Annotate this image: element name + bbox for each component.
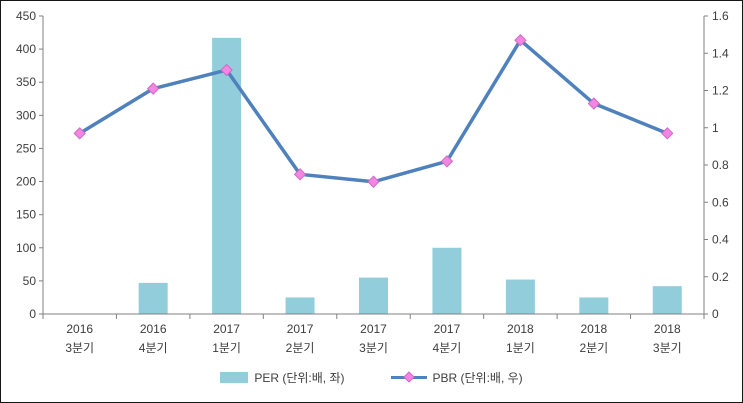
right-axis-tick-label: 0.8 — [712, 158, 729, 172]
x-category-label-year: 2018 — [654, 322, 681, 336]
bar-per-6 — [505, 279, 535, 314]
left-axis-tick-label: 450 — [16, 9, 36, 23]
x-category-label-quarter: 3분기 — [359, 341, 388, 355]
legend-item-pbr: PBR (단위:배, 우) — [390, 369, 523, 386]
pbr-marker-3 — [293, 168, 307, 181]
right-axis-tick-label: 1 — [712, 121, 719, 135]
right-axis-tick-label: 0 — [712, 307, 719, 321]
bar-per-2 — [212, 37, 242, 314]
left-axis-tick-label: 250 — [16, 141, 36, 155]
x-category-label-quarter: 4분기 — [139, 341, 168, 355]
pbr-marker-1 — [146, 82, 160, 95]
x-category-label-year: 2017 — [360, 322, 387, 336]
pbr-marker-5 — [440, 155, 454, 168]
x-category-label-quarter: 2분기 — [286, 341, 315, 355]
right-axis-tick-label: 1.6 — [712, 9, 729, 23]
left-axis-tick-label: 350 — [16, 75, 36, 89]
left-axis-tick-label: 300 — [16, 108, 36, 122]
x-category-label-year: 2018 — [580, 322, 607, 336]
right-axis-tick-label: 1.2 — [712, 84, 729, 98]
left-axis-tick-label: 150 — [16, 208, 36, 222]
legend-label-pbr: PBR (단위:배, 우) — [432, 371, 523, 385]
bar-per-3 — [285, 297, 315, 314]
left-axis-tick-label: 400 — [16, 42, 36, 56]
bar-per-5 — [432, 247, 462, 314]
x-category-label-quarter: 3분기 — [65, 341, 94, 355]
pbr-marker-8 — [661, 127, 674, 140]
x-category-label-year: 2017 — [287, 322, 314, 336]
pbr-marker-6 — [514, 34, 527, 47]
pbr-line-swatch — [390, 371, 427, 383]
x-category-label-year: 2017 — [434, 322, 461, 336]
x-category-label-quarter: 1분기 — [212, 341, 241, 355]
per-bar-swatch — [220, 372, 249, 383]
x-category-label-year: 2017 — [213, 322, 240, 336]
left-axis-tick-label: 100 — [16, 241, 36, 255]
right-axis-tick-label: 0.2 — [712, 270, 729, 284]
legend-label-per: PER (단위:배, 좌) — [254, 371, 345, 385]
pbr-diamond-icon — [402, 371, 415, 383]
x-category-label-quarter: 2분기 — [579, 341, 608, 355]
right-axis-tick-label: 0.4 — [712, 233, 729, 247]
x-category-label-quarter: 1분기 — [506, 341, 535, 355]
pbr-marker-4 — [367, 175, 380, 188]
bar-per-8 — [652, 286, 682, 314]
left-axis-tick-label: 0 — [29, 307, 36, 321]
left-axis-tick-label: 50 — [23, 274, 37, 288]
chart-legend: PER (단위:배, 좌) PBR (단위:배, 우) — [1, 369, 742, 386]
x-category-label-year: 2016 — [66, 322, 93, 336]
x-category-label-year: 2016 — [140, 322, 167, 336]
pbr-marker-7 — [587, 97, 601, 110]
right-axis-tick-label: 1.4 — [712, 46, 729, 60]
bar-per-4 — [359, 277, 388, 314]
bar-per-1 — [138, 282, 168, 314]
legend-item-per: PER (단위:배, 좌) — [220, 369, 345, 386]
right-axis-tick-label: 0.6 — [712, 195, 729, 209]
pbr-marker-0 — [73, 127, 86, 140]
x-category-label-quarter: 4분기 — [433, 341, 462, 355]
pbr-marker-2 — [220, 63, 233, 77]
x-category-label-quarter: 3분기 — [653, 341, 682, 355]
pbr-line — [77, 38, 670, 184]
left-axis-tick-label: 200 — [16, 175, 36, 189]
bar-per-7 — [579, 297, 609, 314]
x-category-label-year: 2018 — [507, 322, 534, 336]
